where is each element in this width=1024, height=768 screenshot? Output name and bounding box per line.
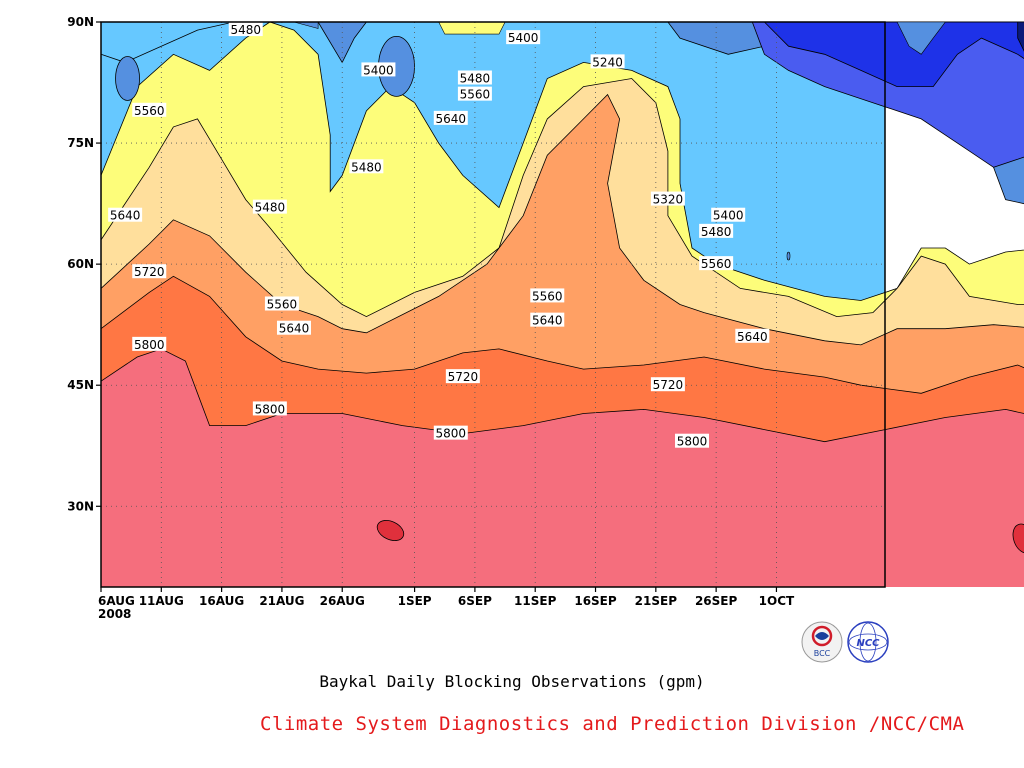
contour-label: 5720 — [132, 264, 167, 279]
contour-label-text: 5400 — [363, 63, 394, 77]
contour-label: 5800 — [675, 433, 710, 449]
cold-cell-right-top — [896, 21, 946, 55]
contour-label-text: 5560 — [134, 104, 165, 118]
cold-cell-left — [115, 56, 140, 101]
contour-label-text: 5480 — [351, 160, 382, 174]
contour-5800 — [100, 275, 1024, 394]
contour-label: 5560 — [530, 288, 565, 303]
x-tick-label: 26SEP — [695, 594, 738, 608]
contour-label: 5800 — [433, 425, 468, 441]
contour-label: 5560 — [457, 86, 492, 102]
contour-label-text: 5480 — [230, 23, 261, 37]
y-axis: 30N 45N 60N 75N 90N — [67, 15, 101, 513]
band-above_5800 — [101, 348, 1024, 587]
contour-5640 — [100, 78, 1024, 318]
contour-label-text: 5640 — [279, 322, 310, 336]
contour-label: 5480 — [252, 199, 287, 215]
contour-label: 5640 — [433, 110, 468, 126]
chart-title: Baykal Daily Blocking Observations (gpm) — [319, 672, 705, 691]
contour-label-text: 5320 — [653, 193, 684, 207]
x-tick-label: 26AUG — [320, 594, 365, 608]
bands-layer — [100, 21, 1024, 587]
svg-text:BCC: BCC — [814, 649, 831, 658]
x-year-label: 2008 — [98, 607, 131, 621]
y-tick-label: 30N — [67, 499, 94, 513]
x-tick-label: 21AUG — [259, 594, 304, 608]
contour-label: 5480 — [349, 159, 384, 174]
contour-label-text: 5800 — [677, 435, 708, 449]
contour-label-text: 5800 — [436, 427, 467, 441]
x-tick-label: 6AUG — [98, 594, 135, 608]
x-tick-label: 1SEP — [398, 594, 432, 608]
contour-label-text: 5720 — [653, 378, 684, 392]
contour-label: 5400 — [711, 207, 746, 223]
contour-5560 — [100, 21, 1024, 301]
contour-label-text: 5640 — [110, 209, 141, 223]
x-tick-label: 6SEP — [458, 594, 492, 608]
contour-label-text: 5400 — [508, 31, 539, 45]
hot-cell-1 — [376, 520, 405, 541]
y-tick-label: 45N — [67, 378, 94, 392]
contour-label: 5720 — [650, 377, 685, 392]
contour-label: 5720 — [445, 369, 480, 384]
contour-above_5800 — [100, 348, 1024, 443]
contour-label: 5560 — [132, 102, 167, 118]
svg-text:NCC: NCC — [856, 638, 880, 649]
band-5320 — [751, 21, 1024, 168]
contour-label: 5800 — [132, 336, 167, 352]
contour-labels: 5480 5400 5400 5240 5480 5560 5640 5560 5480 5480… — [108, 22, 770, 449]
contour-label: 5800 — [252, 401, 287, 416]
credit-line: Climate System Diagnostics and Predictio… — [260, 713, 965, 735]
y-tick-label: 90N — [67, 15, 94, 29]
contour-label-text: 5240 — [592, 55, 623, 69]
contour-label: 5640 — [530, 312, 565, 328]
contour-label-text: 5400 — [713, 209, 744, 223]
x-tick-label: 16AUG — [199, 594, 244, 608]
contour-label: 5480 — [457, 70, 492, 86]
contour-label-text: 5560 — [701, 257, 732, 271]
contour-label: 5480 — [228, 22, 263, 37]
contour-label-text: 5480 — [460, 72, 491, 86]
contour-label: 5240 — [590, 54, 625, 69]
bcc-logo: BCC — [801, 621, 843, 663]
contour-label-text: 5480 — [255, 201, 286, 215]
contour-label-text: 5720 — [134, 265, 165, 279]
contour-label: 5560 — [699, 256, 734, 271]
x-tick-label: 1OCT — [759, 594, 795, 608]
contour-label-text: 5560 — [460, 88, 491, 102]
contour-label-text: 5800 — [255, 402, 286, 416]
contour-label-text: 5560 — [532, 289, 563, 303]
contour-label-text: 5480 — [701, 225, 732, 239]
contour-label-text: 5640 — [532, 314, 563, 328]
contour-label: 5640 — [108, 207, 143, 223]
plot-frame — [100, 21, 886, 588]
tiny-cell — [786, 251, 791, 261]
y-tick-label: 60N — [67, 257, 94, 271]
y-tick-label: 75N — [67, 136, 94, 150]
x-axis: 6AUG 11AUG 16AUG 21AUG 26AUG 1SEP 6SEP 11SEP 16S… — [98, 587, 795, 621]
contour-label: 5640 — [276, 320, 311, 336]
x-tick-label: 21SEP — [635, 594, 678, 608]
x-tick-label: 11AUG — [139, 594, 184, 608]
contour-label: 5400 — [506, 30, 541, 45]
contour-label-text: 5640 — [436, 112, 467, 126]
contour-label: 5400 — [361, 62, 396, 77]
x-tick-label: 16SEP — [574, 594, 617, 608]
contour-label-text: 5800 — [134, 338, 165, 352]
x-tick-label: 11SEP — [514, 594, 557, 608]
ncc-logo: NCC — [847, 621, 889, 663]
contour-label: 5560 — [264, 296, 299, 312]
contour-label-text: 5720 — [448, 370, 479, 384]
contour-label: 5320 — [650, 191, 685, 207]
band-below-5240 — [1017, 21, 1024, 52]
band-5240 — [763, 21, 1024, 87]
contour-label: 5480 — [699, 223, 734, 239]
contour-label-text: 5640 — [737, 330, 768, 344]
warm-cell-top — [438, 21, 506, 35]
contour-label-text: 5560 — [267, 298, 298, 312]
contour-label: 5640 — [735, 328, 770, 344]
